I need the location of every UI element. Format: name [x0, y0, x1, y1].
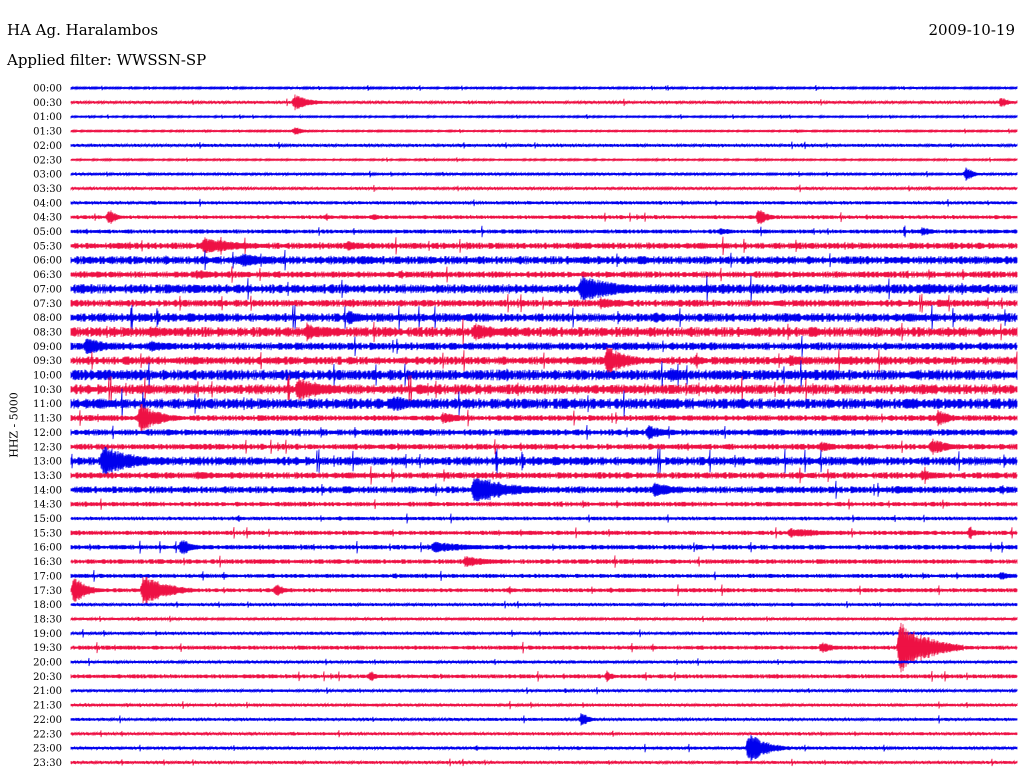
time-label: 22:00	[33, 715, 62, 726]
time-label: 05:00	[33, 227, 62, 238]
time-label: 16:00	[33, 543, 62, 554]
time-label: 05:30	[33, 241, 62, 252]
time-label: 20:30	[33, 672, 62, 683]
time-label: 06:00	[33, 256, 62, 267]
time-label: 01:30	[33, 127, 62, 138]
time-label-group: 00:00 00:30 01:00 01:30 02:00 02:30 03:00 03:30…	[33, 84, 62, 769]
time-label: 20:00	[33, 658, 62, 669]
trace-group	[70, 84, 1018, 767]
time-label: 14:30	[33, 500, 62, 511]
time-label: 19:00	[33, 629, 62, 640]
time-label: 17:30	[33, 586, 62, 597]
time-label: 18:30	[33, 614, 62, 625]
time-label: 09:30	[33, 356, 62, 367]
time-label: 06:30	[33, 270, 62, 281]
time-label: 19:30	[33, 643, 62, 654]
time-label: 02:00	[33, 141, 62, 152]
time-label: 03:00	[33, 170, 62, 181]
time-label: 07:00	[33, 284, 62, 295]
time-label: 18:00	[33, 600, 62, 611]
time-label: 04:30	[33, 213, 62, 224]
time-label: 01:00	[33, 112, 62, 123]
time-label: 15:30	[33, 528, 62, 539]
station-title: HA Ag. Haralambos	[7, 21, 159, 39]
time-label: 23:00	[33, 744, 62, 755]
time-label: 08:30	[33, 327, 62, 338]
time-label: 21:30	[33, 701, 62, 712]
time-label: 11:30	[33, 414, 62, 425]
time-label: 07:30	[33, 299, 62, 310]
time-label: 12:30	[33, 442, 62, 453]
time-label: 13:30	[33, 471, 62, 482]
time-label: 04:00	[33, 198, 62, 209]
time-label: 02:30	[33, 155, 62, 166]
time-label: 00:30	[33, 98, 62, 109]
time-label: 00:00	[33, 84, 62, 95]
time-label: 08:00	[33, 313, 62, 324]
filter-label: Applied filter: WWSSN-SP	[7, 51, 207, 69]
time-label: 21:00	[33, 686, 62, 697]
time-label: 22:30	[33, 729, 62, 740]
time-label: 23:30	[33, 758, 62, 769]
time-label: 09:00	[33, 342, 62, 353]
time-label: 15:00	[33, 514, 62, 525]
time-label: 14:00	[33, 485, 62, 496]
time-label: 10:00	[33, 371, 62, 382]
time-label: 12:00	[33, 428, 62, 439]
time-label: 16:30	[33, 557, 62, 568]
date-label: 2009-10-19	[928, 21, 1015, 39]
time-label: 13:00	[33, 457, 62, 468]
time-label: 17:00	[33, 571, 62, 582]
time-label: 03:30	[33, 184, 62, 195]
time-label: 10:30	[33, 385, 62, 396]
time-label: 11:00	[33, 399, 62, 410]
